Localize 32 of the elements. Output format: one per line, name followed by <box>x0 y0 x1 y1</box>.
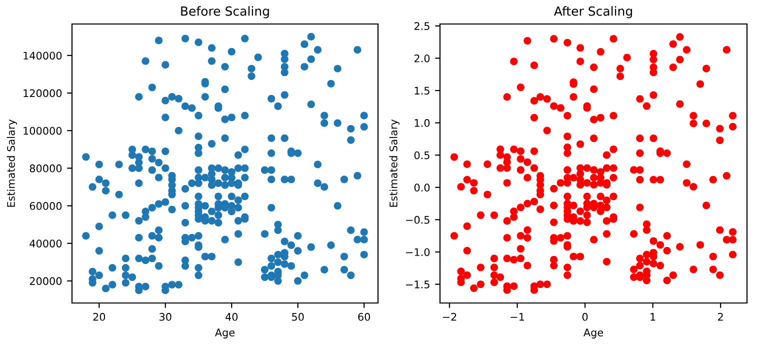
y-tick-label: 80000 <box>30 164 62 172</box>
y-tick-label: 100000 <box>24 126 62 135</box>
x-tick-label: 1 <box>650 313 656 321</box>
chart-title: After Scaling <box>554 6 632 18</box>
x-tick-label: 60 <box>358 312 370 321</box>
x-axis-title: Age <box>215 328 235 338</box>
x-tick-label: 50 <box>292 312 304 321</box>
y-tick-label: 2.5 <box>414 22 430 30</box>
y-tick-label: 140000 <box>24 52 62 60</box>
x-tick-label: 2 <box>718 312 723 321</box>
y-tick-label: 2.0 <box>414 54 430 62</box>
x-axis-title: Age <box>584 328 604 338</box>
y-axis-title: Estimated Salary <box>6 119 17 207</box>
y-tick-label: 1.5 <box>414 86 430 95</box>
x-tick-label: 20 <box>93 312 106 321</box>
y-tick-label: 1.0 <box>414 119 430 127</box>
x-tick-label: −2 <box>442 312 456 321</box>
x-tick-label: −1 <box>510 313 524 321</box>
y-tick-label: 40000 <box>30 240 62 248</box>
y-tick-label: 120000 <box>24 89 62 98</box>
y-tick-label: −0.5 <box>406 216 430 224</box>
y-axis-title: Estimated Salary <box>389 119 400 207</box>
y-tick-label: 60000 <box>30 202 62 210</box>
x-tick-label: 40 <box>226 312 238 321</box>
y-tick-label: 20000 <box>30 277 62 286</box>
y-tick-label: 0.5 <box>414 151 430 160</box>
y-tick-label: −1.5 <box>406 280 430 288</box>
x-tick-label: 30 <box>160 312 172 321</box>
y-tick-label: 0.0 <box>414 184 430 192</box>
y-tick-label: −1.0 <box>406 248 430 256</box>
x-tick-label: 0 <box>582 312 588 321</box>
chart-title: Before Scaling <box>181 6 269 18</box>
